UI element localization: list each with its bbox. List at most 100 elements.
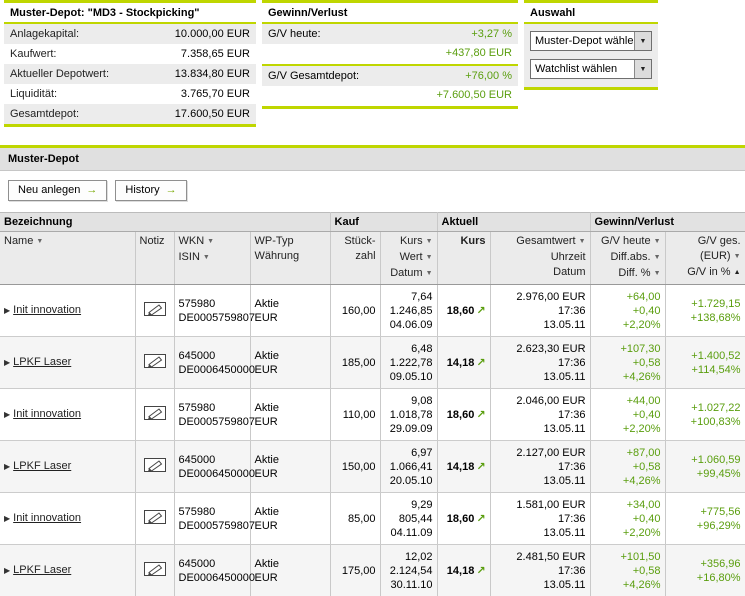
position-name-link[interactable]: LPKF Laser — [13, 356, 72, 368]
col-header-gv-heute[interactable]: G/V heute ▼ Diff.abs. ▼ Diff. % ▼ — [590, 231, 666, 285]
wptyp-value: Aktie — [254, 349, 279, 362]
stueckzahl-value: 160,00 — [341, 304, 376, 317]
toolbar: Neu anlegen → History → — [0, 171, 745, 212]
stueckzahl-cell: 110,00 — [330, 388, 381, 441]
gv-heute-value: +87,00 — [626, 446, 661, 459]
diff-abs-value: +0,40 — [632, 408, 661, 421]
wkn-value: 575980 — [178, 505, 216, 518]
col-header-kurs-aktuell[interactable]: Kurs — [437, 231, 491, 285]
summary-row: Aktueller Depotwert: 13.834,80 EUR — [4, 64, 256, 84]
header-label: Diff. % — [618, 267, 651, 279]
col-header-wptyp-waehrung[interactable]: WP-Typ Währung — [250, 231, 331, 285]
uhrzeit-value: 17:36 — [558, 460, 586, 473]
kurs-value: 14,18 — [446, 564, 475, 577]
kauf-kurs-value: 6,48 — [411, 342, 433, 355]
history-button[interactable]: History → — [115, 180, 187, 201]
kauf-wert-value: 805,44 — [398, 512, 433, 525]
wptyp-value: Aktie — [254, 505, 279, 518]
gesamtwert-cell: 2.127,00 EUR 17:36 13.05.11 — [490, 440, 591, 493]
position-name-link[interactable]: Init innovation — [13, 304, 82, 316]
stueckzahl-value: 150,00 — [341, 460, 376, 473]
gv-ges-cell: +356,96 +16,80% — [665, 544, 745, 596]
neu-anlegen-button[interactable]: Neu anlegen → — [8, 180, 108, 201]
depot-select-value: Muster-Depot wählen — [535, 35, 634, 47]
note-edit-icon[interactable] — [143, 457, 166, 472]
stueckzahl-cell: 150,00 — [330, 440, 381, 493]
group-kauf: Kauf — [330, 212, 438, 232]
dropdown-arrow-icon[interactable]: ▼ — [634, 60, 651, 78]
kurs-value: 14,18 — [446, 460, 475, 473]
summary-value: 7.358,65 EUR — [180, 48, 250, 60]
wptyp-waehrung-cell: Aktie EUR — [250, 336, 331, 389]
kauf-wert-value: 2.124,54 — [389, 564, 433, 577]
kurs-cell: 18,60 ↗ — [437, 388, 491, 441]
gv-ges-cell: +1.060,59 +99,45% — [665, 440, 745, 493]
col-header-gesamtwert[interactable]: Gesamtwert ▼ Uhrzeit Datum — [490, 231, 591, 285]
col-header-wkn-isin[interactable]: WKN ▼ ISIN ▼ — [174, 231, 251, 285]
trend-up-icon: ↗ — [476, 460, 486, 473]
diff-abs-value: +0,58 — [632, 460, 661, 473]
col-header-name[interactable]: Name ▼ — [0, 231, 136, 285]
header-label: Wert — [399, 251, 423, 263]
gesamtwert-cell: 2.481,50 EUR 17:36 13.05.11 — [490, 544, 591, 596]
position-name-link[interactable]: LPKF Laser — [13, 564, 72, 576]
sort-up-icon: ▲ — [733, 269, 741, 276]
waehrung-value: EUR — [254, 519, 278, 532]
auswahl-panel: Auswahl Muster-Depot wählen ▼ Watchlist … — [524, 0, 658, 90]
name-cell: ▶ Init innovation — [0, 388, 136, 441]
dropdown-arrow-icon[interactable]: ▼ — [634, 32, 651, 50]
depot-select[interactable]: Muster-Depot wählen ▼ — [530, 31, 652, 51]
column-group-row: Bezeichnung Kauf Aktuell Gewinn/Verlust — [0, 212, 745, 232]
name-cell: ▶ LPKF Laser — [0, 440, 136, 493]
sort-down-icon: ▼ — [425, 254, 433, 261]
gv-heute-value: +34,00 — [626, 498, 661, 511]
note-edit-icon[interactable] — [143, 509, 166, 524]
wptyp-waehrung-cell: Aktie EUR — [250, 440, 331, 493]
header-label: G/V in % — [687, 266, 731, 278]
wkn-value: 645000 — [178, 557, 216, 570]
summary-value: 10.000,00 EUR — [174, 28, 250, 40]
position-name-link[interactable]: Init innovation — [13, 408, 82, 420]
col-header-stueckzahl[interactable]: Stück- zahl — [330, 231, 381, 285]
summary-row: Anlagekapital: 10.000,00 EUR — [4, 24, 256, 44]
summary-label: Kaufwert: — [10, 48, 57, 60]
note-edit-icon[interactable] — [143, 561, 166, 576]
wptyp-waehrung-cell: Aktie EUR — [250, 388, 331, 441]
watchlist-select[interactable]: Watchlist wählen ▼ — [530, 59, 652, 79]
table-row: ▶ Init innovation 575980 D — [0, 388, 745, 441]
stueckzahl-cell: 175,00 — [330, 544, 381, 596]
kurs-value: 18,60 — [446, 408, 475, 421]
wkn-isin-cell: 645000 DE0006450000 — [174, 440, 255, 493]
uhrzeit-value: 17:36 — [558, 512, 586, 525]
header-label: ISIN — [178, 251, 200, 263]
summary-row: Kaufwert: 7.358,65 EUR — [4, 44, 256, 64]
stueckzahl-cell: 185,00 — [330, 336, 381, 389]
column-header-row: Name ▼ Notiz WKN ▼ ISIN ▼ WP-Typ Währung St… — [0, 231, 745, 285]
note-edit-icon[interactable] — [143, 353, 166, 368]
gesamtwert-cell: 2.046,00 EUR 17:36 13.05.11 — [490, 388, 591, 441]
stueckzahl-value: 175,00 — [341, 564, 376, 577]
sort-down-icon: ▼ — [578, 238, 586, 245]
datum-value: 13.05.11 — [543, 370, 586, 383]
diff-pct-value: +2,20% — [622, 526, 661, 539]
table-row: ▶ Init innovation 575980 D — [0, 284, 745, 337]
col-header-kauf-kurs-wert-datum[interactable]: Kurs ▼ Wert ▼ Datum ▼ — [380, 231, 438, 285]
summary-row: Gesamtdepot: 17.600,50 EUR — [4, 104, 256, 124]
position-name-link[interactable]: LPKF Laser — [13, 460, 72, 472]
table-row: ▶ Init innovation 575980 D — [0, 492, 745, 545]
gv-ges-value: +356,96 — [700, 557, 741, 570]
header-label: Diff.abs. — [610, 251, 651, 263]
name-cell: ▶ LPKF Laser — [0, 544, 136, 596]
note-edit-icon[interactable] — [143, 405, 166, 420]
position-name-link[interactable]: Init innovation — [13, 512, 82, 524]
header-label: Kurs — [399, 235, 423, 247]
sort-down-icon: ▼ — [653, 270, 661, 277]
note-edit-icon[interactable] — [143, 301, 166, 316]
col-header-gv-ges[interactable]: G/V ges. (EUR) ▼ G/V in % ▲ — [665, 231, 745, 285]
header-label: (EUR) — [700, 250, 731, 262]
kurs-value: 18,60 — [446, 512, 475, 525]
wkn-isin-cell: 575980 DE0005759807 — [174, 492, 255, 545]
summary-label: Liquidität: — [10, 88, 58, 100]
gv-heute-value: +44,00 — [626, 394, 661, 407]
sort-down-icon: ▼ — [733, 253, 741, 260]
